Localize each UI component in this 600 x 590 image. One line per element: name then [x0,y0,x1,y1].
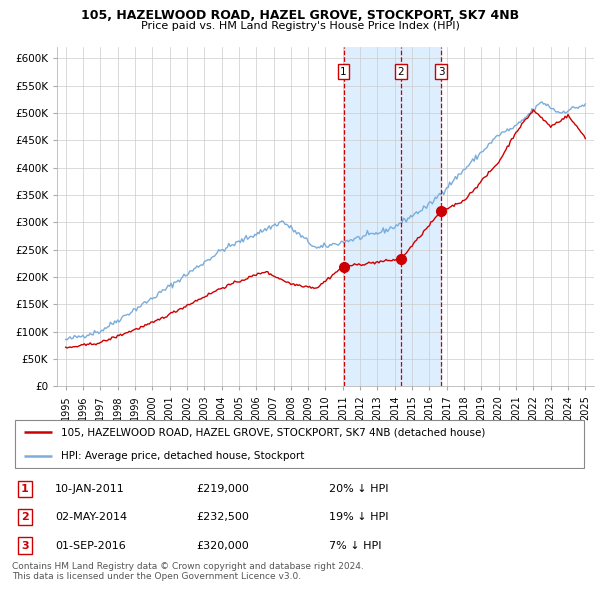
Text: £232,500: £232,500 [196,512,249,522]
Text: £219,000: £219,000 [196,484,249,494]
Text: 2: 2 [21,512,29,522]
Text: 105, HAZELWOOD ROAD, HAZEL GROVE, STOCKPORT, SK7 4NB: 105, HAZELWOOD ROAD, HAZEL GROVE, STOCKP… [81,9,519,22]
Text: Price paid vs. HM Land Registry's House Price Index (HPI): Price paid vs. HM Land Registry's House … [140,21,460,31]
Text: 2: 2 [397,67,404,77]
Text: 3: 3 [21,540,28,550]
Text: 105, HAZELWOOD ROAD, HAZEL GROVE, STOCKPORT, SK7 4NB (detached house): 105, HAZELWOOD ROAD, HAZEL GROVE, STOCKP… [61,427,485,437]
Text: 3: 3 [438,67,445,77]
Bar [344,47,441,386]
Text: Contains HM Land Registry data © Crown copyright and database right 2024.
This d: Contains HM Land Registry data © Crown c… [12,562,364,581]
Text: 1: 1 [340,67,347,77]
Text: 02-MAY-2014: 02-MAY-2014 [55,512,127,522]
Text: 7% ↓ HPI: 7% ↓ HPI [329,540,382,550]
FancyBboxPatch shape [15,420,584,468]
Text: £320,000: £320,000 [196,540,249,550]
Text: HPI: Average price, detached house, Stockport: HPI: Average price, detached house, Stoc… [61,451,304,461]
Text: 19% ↓ HPI: 19% ↓ HPI [329,512,388,522]
Text: 10-JAN-2011: 10-JAN-2011 [55,484,125,494]
Text: 01-SEP-2016: 01-SEP-2016 [55,540,126,550]
Text: 20% ↓ HPI: 20% ↓ HPI [329,484,388,494]
Text: 1: 1 [21,484,29,494]
